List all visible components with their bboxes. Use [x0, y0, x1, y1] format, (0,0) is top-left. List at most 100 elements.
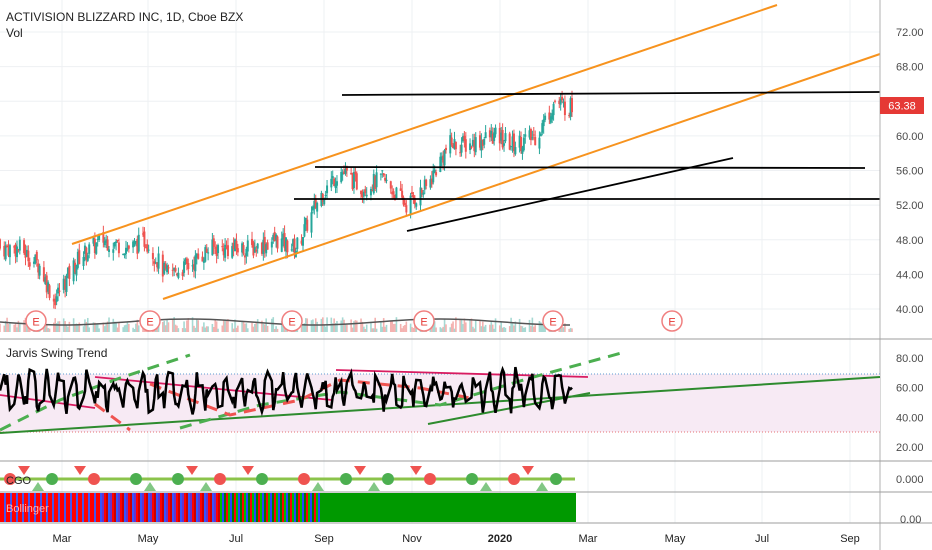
bottom-bar	[28, 493, 30, 522]
candle-body	[93, 238, 96, 254]
earnings-marker[interactable]: E	[542, 310, 564, 332]
volume-bar	[564, 323, 566, 332]
volume-bar	[520, 325, 522, 332]
volume-bar	[344, 323, 347, 332]
candle-body	[442, 155, 445, 163]
earnings-marker[interactable]: E	[413, 310, 435, 332]
earnings-marker[interactable]: E	[25, 310, 47, 332]
candle-body	[521, 147, 524, 154]
candle-body	[411, 192, 414, 195]
bottom-bar	[542, 493, 544, 522]
candle-body	[375, 172, 378, 188]
candle-body	[403, 202, 406, 206]
bottom-bar	[78, 493, 80, 522]
volume-bar	[184, 328, 187, 332]
bottom-bar	[30, 493, 32, 522]
candle-body	[394, 194, 397, 201]
candle-body	[518, 135, 521, 148]
volume-bar	[382, 318, 385, 332]
earnings-marker[interactable]: E	[661, 310, 683, 332]
symbol-title[interactable]: ACTIVISION BLIZZARD INC, 1D, Cboe BZX	[6, 10, 243, 24]
bottom-bar	[42, 493, 44, 522]
candle-body	[78, 250, 81, 265]
volume-bar	[272, 317, 275, 332]
volume-bar	[136, 319, 139, 332]
volume-bar	[395, 317, 398, 332]
earnings-marker[interactable]: E	[139, 310, 161, 332]
volume-bar	[351, 327, 354, 332]
cgo-down-marker	[522, 466, 534, 475]
bottom-bar	[550, 493, 552, 522]
bottom-bar	[274, 493, 276, 522]
indicator-title[interactable]: Jarvis Swing Trend	[6, 346, 107, 360]
candle-body	[548, 112, 551, 120]
bottom-bar	[524, 493, 526, 522]
volume-bar	[521, 326, 524, 332]
bottom-bar	[70, 493, 72, 522]
volume-bar	[445, 324, 447, 332]
volume-bar	[6, 317, 8, 332]
candle-body	[300, 240, 303, 244]
bottom-bar	[106, 493, 108, 522]
bottom-bar	[380, 493, 382, 522]
volume-bar	[569, 327, 572, 332]
volume-bar	[523, 328, 525, 332]
candle-body	[226, 245, 229, 257]
bottom-bar	[414, 493, 416, 522]
candle-body	[156, 262, 159, 268]
candle-body	[464, 139, 467, 152]
candle-body	[292, 239, 295, 247]
bottom-bar	[490, 493, 492, 522]
volume-bar	[465, 322, 467, 332]
volume-bar	[47, 328, 49, 332]
bottom-bar	[412, 493, 414, 522]
bottom-bar	[394, 493, 396, 522]
bottom-bar	[200, 493, 202, 522]
volume-bar	[316, 321, 318, 332]
bottom-bar	[76, 493, 78, 522]
volume-bar	[361, 321, 364, 332]
candle-body	[500, 132, 503, 141]
candle-body	[38, 265, 41, 276]
candle-body	[355, 173, 358, 190]
cgo-dot	[550, 473, 562, 485]
candle-body	[344, 169, 347, 174]
candle-body	[106, 239, 109, 251]
earnings-marker[interactable]: E	[281, 310, 303, 332]
volume-bar	[532, 326, 535, 332]
bottom-bar	[448, 493, 450, 522]
bottom-bar	[276, 493, 278, 522]
volume-bar	[193, 325, 195, 332]
volume-bar	[480, 326, 483, 332]
bottom-bar	[418, 493, 420, 522]
candle-body	[422, 192, 425, 195]
bottom-bar	[306, 493, 308, 522]
volume-bar	[128, 323, 130, 332]
bottom-bar	[80, 493, 82, 522]
volume-bar	[7, 323, 10, 332]
candle-body	[364, 189, 367, 194]
volume-label[interactable]: Vol	[6, 26, 23, 40]
volume-bar	[123, 325, 126, 332]
bottom-bar	[248, 493, 250, 522]
candle-body	[402, 197, 405, 205]
candle-body	[177, 272, 180, 278]
volume-bar	[391, 321, 393, 332]
candle-body	[512, 133, 515, 152]
candle-body	[232, 243, 235, 249]
candle-body	[529, 129, 532, 141]
bottom-bar	[72, 493, 74, 522]
bottom-bar	[508, 493, 510, 522]
bottom-bar	[438, 493, 440, 522]
volume-bar	[484, 324, 487, 332]
volume-bar	[511, 322, 514, 332]
earnings-marker-label: E	[549, 317, 556, 329]
cgo-title[interactable]: CGO	[6, 475, 32, 487]
bottom-bar	[366, 493, 368, 522]
bottom-bar	[404, 493, 406, 522]
candle-body	[123, 253, 126, 256]
bottom-panel-title[interactable]: Bollinger	[6, 503, 49, 515]
drawings[interactable]	[71, 4, 881, 300]
